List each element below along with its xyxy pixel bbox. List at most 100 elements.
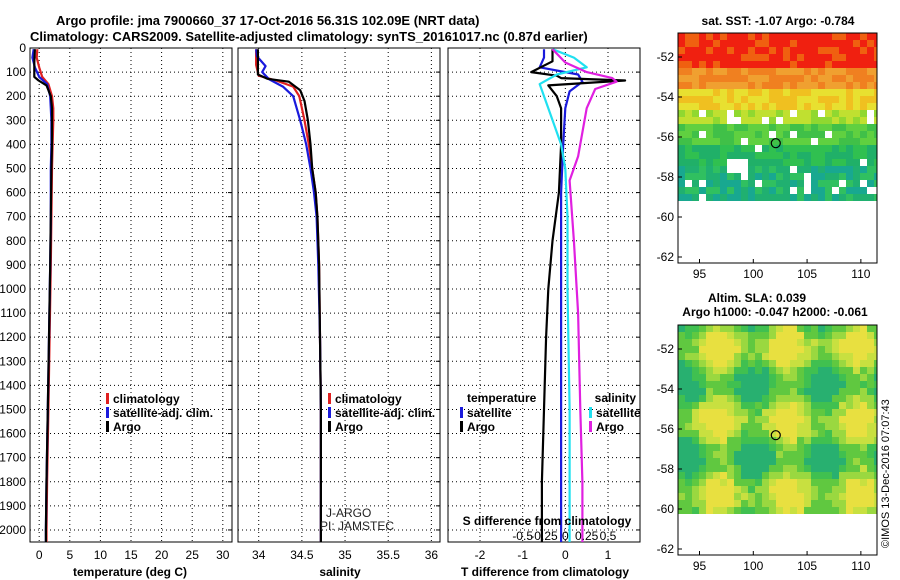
map-cell	[755, 486, 762, 493]
map-cell	[678, 479, 685, 486]
map-cell	[839, 332, 846, 339]
map-cell	[867, 96, 874, 103]
map-cell	[678, 110, 685, 117]
map-cell	[776, 173, 783, 180]
map-cell	[825, 152, 832, 159]
map-cell	[727, 360, 734, 367]
map-cell	[818, 430, 825, 437]
map-cell	[769, 124, 776, 131]
map-cell	[678, 444, 685, 451]
map-cell	[874, 486, 877, 493]
map-cell	[832, 486, 839, 493]
map-cell	[706, 507, 713, 514]
map-cell	[811, 103, 818, 110]
map-cell	[860, 89, 867, 96]
map-cell	[769, 465, 776, 472]
map-cell	[734, 138, 741, 145]
map-cell	[734, 500, 741, 507]
map-cell	[776, 332, 783, 339]
map-cell	[811, 339, 818, 346]
map-cell	[825, 465, 832, 472]
map-cell	[797, 430, 804, 437]
map-cell	[818, 332, 825, 339]
map-cell	[790, 388, 797, 395]
map-cell	[811, 117, 818, 124]
map-cell	[818, 68, 825, 75]
map-cell	[818, 166, 825, 173]
map-cell	[811, 451, 818, 458]
map-cell	[797, 493, 804, 500]
map-cell	[762, 500, 769, 507]
map-cell	[762, 75, 769, 82]
map-cell	[860, 173, 867, 180]
map-cell	[797, 124, 804, 131]
map-cell	[678, 451, 685, 458]
x-tick-label: 10	[94, 548, 108, 562]
map-cell	[713, 353, 720, 360]
map-cell	[825, 54, 832, 61]
map-cell	[867, 346, 874, 353]
map-cell	[678, 75, 685, 82]
map-cell	[811, 61, 818, 68]
map-cell	[832, 444, 839, 451]
map-cell	[755, 507, 762, 514]
map-cell	[853, 325, 860, 332]
map-cell	[713, 472, 720, 479]
map-cell	[818, 61, 825, 68]
map-cell	[804, 500, 811, 507]
map-cell	[734, 451, 741, 458]
map-cell	[839, 486, 846, 493]
map-cell	[755, 409, 762, 416]
map-cell	[804, 89, 811, 96]
legend-label-climatology: climatology	[335, 392, 402, 406]
map-cell	[804, 339, 811, 346]
map-cell	[706, 395, 713, 402]
map-cell	[741, 89, 748, 96]
map-cell	[839, 145, 846, 152]
map-cell	[755, 82, 762, 89]
map-cell	[811, 409, 818, 416]
map-cell	[713, 110, 720, 117]
map-cell	[741, 493, 748, 500]
map-cell	[867, 374, 874, 381]
map-cell	[776, 346, 783, 353]
map-cell	[846, 75, 853, 82]
map-cell	[762, 166, 769, 173]
map-cell	[874, 166, 877, 173]
map-cell	[685, 367, 692, 374]
map-cell	[748, 138, 755, 145]
map-cell	[692, 159, 699, 166]
map-cell	[776, 416, 783, 423]
map-cell	[755, 423, 762, 430]
map-cell	[790, 61, 797, 68]
map-cell	[853, 444, 860, 451]
map-cell	[769, 458, 776, 465]
map-cell	[797, 152, 804, 159]
map-cell	[720, 437, 727, 444]
map-cell	[804, 465, 811, 472]
map-cell	[762, 353, 769, 360]
map-cell	[839, 507, 846, 514]
map-cell	[874, 159, 877, 166]
map-cell	[818, 194, 825, 201]
map-cell	[713, 437, 720, 444]
map-cell	[713, 332, 720, 339]
map-cell	[790, 472, 797, 479]
map-cell	[790, 194, 797, 201]
map-cell	[811, 145, 818, 152]
map-cell	[755, 374, 762, 381]
sst-map-panel: sat. SST: -1.07 Argo: -0.784 95 100 105 110…	[657, 14, 878, 281]
map-cell	[727, 430, 734, 437]
map-cell	[769, 173, 776, 180]
map-cell	[867, 131, 874, 138]
map-cell	[727, 103, 734, 110]
map-cell	[846, 465, 853, 472]
map-cell	[797, 82, 804, 89]
map-cell	[720, 187, 727, 194]
legend-marker-satellite	[106, 407, 109, 418]
map-cell	[818, 479, 825, 486]
map-cell	[678, 367, 685, 374]
map-cell	[853, 360, 860, 367]
map-cell	[783, 402, 790, 409]
